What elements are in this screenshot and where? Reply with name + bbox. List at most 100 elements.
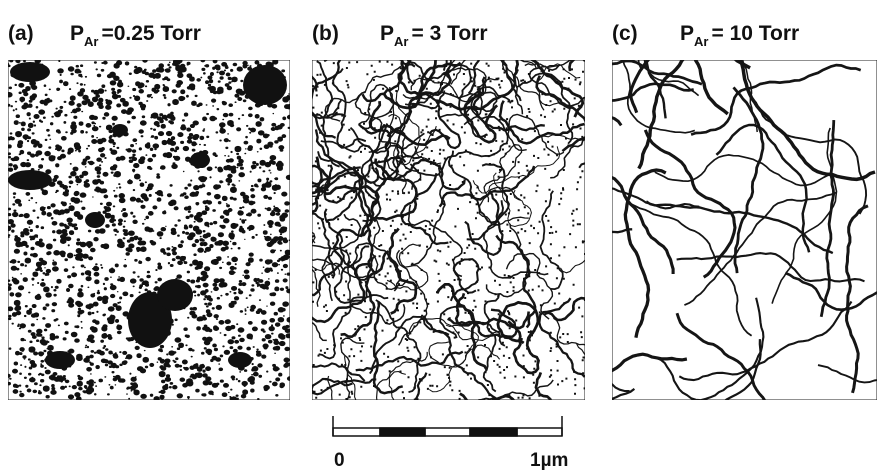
texture: [10, 62, 50, 82]
texture: [352, 242, 402, 292]
micrograph: [8, 60, 290, 400]
texture: [112, 124, 128, 136]
texture: [395, 73, 442, 165]
texture: [449, 258, 480, 302]
micrograph: [612, 60, 877, 400]
texture: [157, 279, 193, 311]
texture: [539, 190, 564, 290]
texture: [406, 317, 503, 342]
texture: [505, 252, 554, 320]
texture: [312, 237, 340, 275]
texture: [428, 324, 479, 393]
texture: [684, 191, 837, 306]
texture: [845, 204, 869, 394]
texture: [243, 65, 287, 105]
texture: [645, 60, 667, 119]
texture: [643, 129, 737, 279]
texture: [369, 315, 450, 375]
texture: [392, 90, 446, 173]
texture: [358, 83, 395, 130]
texture: [445, 60, 457, 80]
texture: [534, 371, 553, 400]
texture: [386, 61, 462, 138]
texture: [312, 362, 366, 382]
texture: [441, 64, 488, 139]
texture: [314, 129, 377, 223]
texture: [655, 297, 765, 400]
panel-caption: PAr = 10 Torr: [680, 22, 799, 49]
texture: [349, 126, 400, 187]
texture: [355, 350, 464, 372]
texture: [324, 65, 402, 122]
texture: [459, 392, 516, 400]
texture: [499, 60, 522, 102]
texture: [495, 234, 537, 329]
texture: [404, 91, 483, 126]
subscript: Ar: [694, 34, 708, 49]
texture: [500, 60, 545, 111]
texture: [332, 68, 367, 149]
texture: [472, 76, 545, 132]
texture: [312, 228, 371, 297]
texture: [312, 210, 351, 268]
panel-label: (c): [612, 22, 638, 45]
texture: [312, 111, 347, 120]
texture: [439, 305, 506, 347]
texture: [397, 60, 452, 97]
micrograph: [312, 60, 585, 400]
texture: [536, 134, 585, 141]
texture: [732, 86, 765, 274]
texture: [612, 352, 688, 373]
texture: [621, 60, 696, 134]
texture: [483, 144, 523, 203]
texture: [312, 99, 342, 119]
texture: [819, 120, 836, 318]
texture: [414, 92, 462, 150]
texture: [323, 208, 377, 281]
texture: [45, 351, 75, 369]
texture: [543, 296, 585, 322]
texture: [128, 292, 172, 348]
scale-bar: [332, 416, 563, 437]
texture: [628, 60, 651, 114]
texture: [368, 100, 451, 146]
texture: [612, 187, 700, 210]
texture: [482, 293, 500, 393]
texture: [538, 297, 585, 378]
texture: [316, 60, 340, 168]
texture: [675, 312, 767, 400]
texture: [312, 212, 336, 279]
texture: [190, 152, 210, 168]
texture: [784, 271, 877, 311]
texture: [368, 129, 422, 190]
scale-start: 0: [334, 450, 345, 471]
texture: [343, 356, 357, 400]
subscript: Ar: [394, 34, 408, 49]
texture: [528, 65, 585, 107]
texture: [612, 60, 703, 86]
value: = 10 Torr: [711, 22, 799, 45]
subscript: Ar: [84, 34, 98, 49]
scale-end: 1µm: [530, 450, 568, 471]
texture: [435, 283, 488, 371]
texture: [400, 172, 449, 246]
texture: [612, 388, 636, 400]
texture: [375, 299, 422, 394]
texture: [741, 60, 758, 133]
texture: [312, 322, 327, 342]
texture: [385, 86, 407, 195]
texture: [347, 261, 406, 325]
texture: [676, 252, 865, 283]
texture: [428, 341, 501, 368]
texture: [312, 166, 361, 186]
value: = 3 Torr: [411, 22, 487, 45]
texture: [715, 123, 811, 253]
texture: [340, 250, 390, 338]
texture: [498, 100, 585, 145]
texture: [312, 164, 323, 206]
texture: [467, 60, 480, 95]
texture: [747, 89, 868, 215]
texture: [693, 60, 729, 116]
texture: [529, 60, 585, 118]
